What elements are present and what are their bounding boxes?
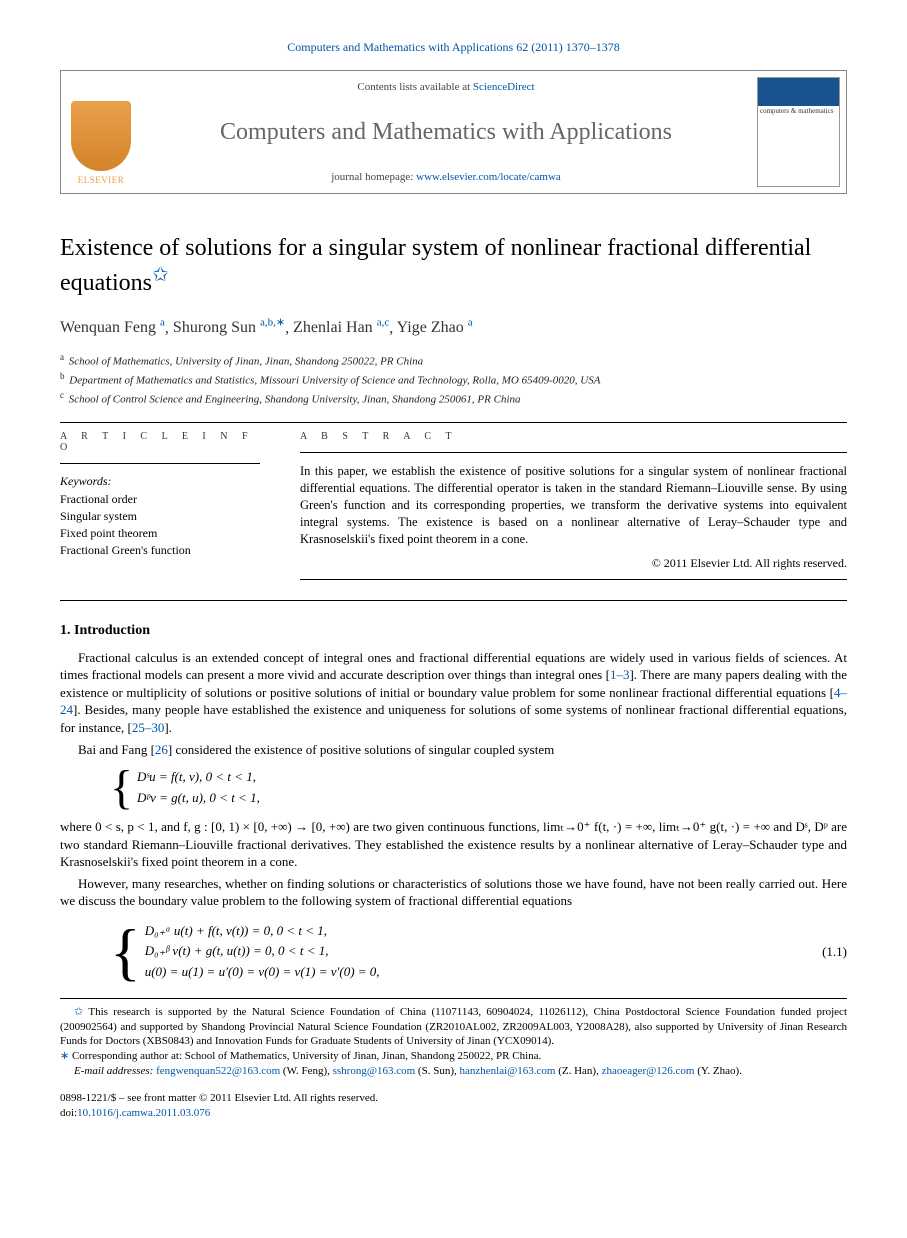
author: Shurong Sun a,b,∗ <box>173 319 285 336</box>
left-brace-icon: { <box>110 920 141 984</box>
homepage-link[interactable]: www.elsevier.com/locate/camwa <box>416 171 561 183</box>
left-brace-icon: { <box>110 764 133 812</box>
page-container: Computers and Mathematics with Applicati… <box>0 0 907 1151</box>
eq2-line2: D₀₊ᵝ v(t) + g(t, u(t)) = 0, 0 < t < 1, <box>145 941 380 962</box>
email-link[interactable]: fengwenquan522@163.com <box>156 1065 280 1077</box>
funding-marker: ✩ <box>74 1006 88 1018</box>
intro-paragraph-3: where 0 < s, p < 1, and f, g : [0, 1) × … <box>60 818 847 871</box>
contents-prefix: Contents lists available at <box>357 81 472 93</box>
cover-thumbnail-column: computers & mathematics <box>751 71 846 193</box>
eq1-line2: Dᵖv = g(t, u), 0 < t < 1, <box>137 788 260 809</box>
title-text: Existence of solutions for a singular sy… <box>60 235 811 296</box>
corresponding-marker: ∗ <box>60 1050 72 1062</box>
funding-note: This research is supported by the Natura… <box>60 1006 847 1048</box>
keywords-list: Fractional orderSingular systemFixed poi… <box>60 491 260 558</box>
equation-system-1-1: { D₀₊ᵅ u(t) + f(t, v(t)) = 0, 0 < t < 1,… <box>110 920 797 984</box>
journal-cover-thumbnail: computers & mathematics <box>757 77 840 187</box>
bottom-info: 0898-1221/$ – see front matter © 2011 El… <box>60 1091 847 1121</box>
homepage-line: journal homepage: www.elsevier.com/locat… <box>151 171 741 183</box>
equation-number-1-1: (1.1) <box>797 944 847 960</box>
ref-link-26[interactable]: 26 <box>155 742 168 757</box>
author-affil-sup: a,b,∗ <box>260 317 285 329</box>
intro-paragraph-4: However, many researches, whether on fin… <box>60 875 847 910</box>
abstract-text: In this paper, we establish the existenc… <box>300 463 847 547</box>
elsevier-tree-icon <box>71 101 131 171</box>
keyword: Singular system <box>60 508 260 525</box>
divider-body <box>60 600 847 601</box>
eq2-line3: u(0) = u(1) = u′(0) = v(0) = v(1) = v′(0… <box>145 962 380 983</box>
corresponding-note: Corresponding author at: School of Mathe… <box>72 1050 541 1062</box>
cover-title-text: computers & mathematics <box>758 106 839 118</box>
emails-line: E-mail addresses: fengwenquan522@163.com… <box>60 1064 847 1079</box>
email-link[interactable]: hanzhenlai@163.com <box>459 1065 555 1077</box>
eq2-line1: D₀₊ᵅ u(t) + f(t, v(t)) = 0, 0 < t < 1, <box>145 921 380 942</box>
issn-line: 0898-1221/$ – see front matter © 2011 El… <box>60 1091 847 1106</box>
email-who: (S. Sun) <box>415 1065 454 1077</box>
publisher-name: ELSEVIER <box>78 175 125 185</box>
emails-label: E-mail addresses: <box>74 1065 156 1077</box>
author: Zhenlai Han a,c <box>293 319 389 336</box>
divider-top <box>60 422 847 423</box>
eq1-line1: Dˢu = f(t, v), 0 < t < 1, <box>137 767 260 788</box>
keyword: Fixed point theorem <box>60 525 260 542</box>
abstract-divider-top <box>300 452 847 453</box>
author: Wenquan Feng a <box>60 319 165 336</box>
abstract-label: A B S T R A C T <box>300 431 847 442</box>
intro-paragraph-1: Fractional calculus is an extended conce… <box>60 649 847 737</box>
title-footnote-marker: ✩ <box>152 264 169 286</box>
author-affil-sup: a <box>468 317 473 329</box>
p1-text-d: ]. <box>164 720 172 735</box>
section-1-heading: 1. Introduction <box>60 623 847 639</box>
equation-1-1-row: { D₀₊ᵅ u(t) + f(t, v(t)) = 0, 0 < t < 1,… <box>60 914 847 990</box>
ref-link-25-30[interactable]: 25–30 <box>132 720 165 735</box>
doi-label: doi: <box>60 1107 77 1119</box>
p2-text-b: ] considered the existence of positive s… <box>168 742 554 757</box>
abstract-column: A B S T R A C T In this paper, we establ… <box>300 431 847 579</box>
footnotes-block: ✩ This research is supported by the Natu… <box>60 998 847 1079</box>
author-affil-sup: a,c <box>377 317 390 329</box>
keyword: Fractional order <box>60 491 260 508</box>
article-info-column: A R T I C L E I N F O Keywords: Fraction… <box>60 431 260 579</box>
p2-text-a: Bai and Fang [ <box>78 742 155 757</box>
email-who: (Y. Zhao) <box>694 1065 739 1077</box>
contents-available-line: Contents lists available at ScienceDirec… <box>151 81 741 93</box>
ref-link-1-3[interactable]: 1–3 <box>610 667 630 682</box>
sciencedirect-link[interactable]: ScienceDirect <box>473 81 535 93</box>
info-divider <box>60 463 260 464</box>
email-link[interactable]: sshrong@163.com <box>333 1065 416 1077</box>
email-link[interactable]: zhaoeager@126.com <box>602 1065 695 1077</box>
info-abstract-row: A R T I C L E I N F O Keywords: Fraction… <box>60 431 847 579</box>
affiliation: c School of Control Science and Engineer… <box>60 389 847 408</box>
publisher-logo-column: ELSEVIER <box>61 71 141 193</box>
keyword: Fractional Green's function <box>60 542 260 559</box>
keywords-label: Keywords: <box>60 474 260 489</box>
article-title: Existence of solutions for a singular sy… <box>60 234 847 298</box>
affiliation: a School of Mathematics, University of J… <box>60 351 847 370</box>
homepage-prefix: journal homepage: <box>331 171 416 183</box>
affiliations-block: a School of Mathematics, University of J… <box>60 351 847 408</box>
copyright-line: © 2011 Elsevier Ltd. All rights reserved… <box>300 556 847 571</box>
journal-header: ELSEVIER Contents lists available at Sci… <box>60 70 847 194</box>
authors-line: Wenquan Feng a, Shurong Sun a,b,∗, Zhenl… <box>60 316 847 337</box>
abstract-divider-bottom <box>300 579 847 580</box>
author-affil-sup: a <box>160 317 165 329</box>
p1-text-c: ]. Besides, many people have established… <box>60 702 847 735</box>
journal-title: Computers and Mathematics with Applicati… <box>151 119 741 146</box>
header-middle: Contents lists available at ScienceDirec… <box>141 71 751 193</box>
doi-link[interactable]: 10.1016/j.camwa.2011.03.076 <box>77 1107 210 1119</box>
citation-line: Computers and Mathematics with Applicati… <box>60 40 847 55</box>
affiliation: b Department of Mathematics and Statisti… <box>60 370 847 389</box>
equation-system-1: { Dˢu = f(t, v), 0 < t < 1, Dᵖv = g(t, u… <box>110 764 847 812</box>
author: Yige Zhao a <box>397 319 473 336</box>
email-who: (W. Feng) <box>280 1065 327 1077</box>
intro-paragraph-2: Bai and Fang [26] considered the existen… <box>60 741 847 759</box>
email-who: (Z. Han) <box>555 1065 596 1077</box>
article-info-label: A R T I C L E I N F O <box>60 431 260 453</box>
